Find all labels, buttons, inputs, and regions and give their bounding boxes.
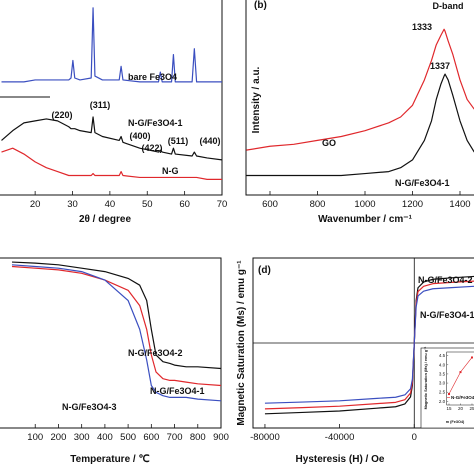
x-tick-label: 70 bbox=[217, 199, 228, 210]
y-axis-label: Magnetic Saturation (Ms) / emu g⁻¹ bbox=[236, 260, 247, 426]
series-line bbox=[1, 116, 222, 161]
plot-area bbox=[11, 261, 221, 402]
x-tick-label: 50 bbox=[142, 199, 153, 210]
x-tick-label: 1400 bbox=[449, 199, 470, 210]
panel-label: (d) bbox=[258, 265, 271, 276]
inset-box bbox=[420, 347, 474, 429]
x-tick-label: 0 bbox=[412, 432, 417, 443]
y-tick-label: 2.0 bbox=[439, 399, 446, 404]
plot-area bbox=[1, 7, 222, 180]
axes-frame bbox=[446, 351, 474, 406]
series-label: N-G/Fe3O4-1 bbox=[395, 178, 450, 188]
y-axis-label: Magnetic Saturation (Ms) / emu g⁻¹ bbox=[424, 346, 428, 409]
series-line bbox=[11, 261, 221, 370]
annotation: (311) bbox=[90, 100, 111, 110]
x-tick-label: 700 bbox=[167, 432, 183, 443]
series-label: N-G/Fe3O4-1 bbox=[128, 118, 183, 128]
x-axis-label: Temperature / ℃ bbox=[70, 454, 149, 465]
inset: 15 20 25 2.0 2.5 3.0 3.5 4.0 4.5 N-G/Fe3O4 m (Fe3O… bbox=[420, 346, 474, 429]
x-tick-label: -80000 bbox=[250, 432, 280, 443]
panel-label: (b) bbox=[254, 0, 267, 11]
annotation: D-band bbox=[433, 1, 464, 11]
x-axis-label: 2θ / degree bbox=[79, 214, 132, 225]
series-line bbox=[11, 264, 221, 402]
x-axis-label: Wavenumber / cm⁻¹ bbox=[318, 214, 412, 225]
y-tick-label: 3.0 bbox=[439, 381, 446, 386]
marker bbox=[470, 356, 473, 359]
x-tick-label: 40 bbox=[105, 199, 116, 210]
x-tick-label: 20 bbox=[30, 199, 41, 210]
series-label: bare Fe3O4 bbox=[128, 72, 177, 82]
x-axis-label: Hysteresis (H) / Oe bbox=[296, 454, 385, 465]
annotation: (400) bbox=[129, 131, 150, 141]
x-axis-label: m (Fe3O4) bbox=[446, 420, 465, 424]
marker bbox=[447, 393, 450, 396]
y-tick-label: 4.5 bbox=[439, 353, 446, 358]
marker bbox=[459, 371, 462, 374]
x-tick-label: 600 bbox=[143, 432, 159, 443]
x-tick-label: 400 bbox=[97, 432, 113, 443]
x-tick-label: 20 bbox=[458, 406, 464, 411]
x-tick-label: 200 bbox=[51, 432, 67, 443]
series-label: N-G/Fe3O4-2 bbox=[128, 348, 183, 358]
panel: 100 200 300 400 500 600 700 800 900 N-G/Fe3O4-2 N-… bbox=[0, 257, 229, 465]
x-tick-label: 600 bbox=[262, 199, 278, 210]
series-label: N-G bbox=[162, 166, 179, 176]
annotation: 1333 bbox=[412, 22, 432, 32]
x-tick-label: 100 bbox=[27, 432, 43, 443]
series-line bbox=[1, 147, 222, 180]
x-tick-label: 60 bbox=[179, 199, 190, 210]
series-label: N-G/Fe3O4-3 bbox=[62, 402, 117, 412]
annotation: (220) bbox=[51, 110, 72, 120]
series-label: GO bbox=[322, 138, 336, 148]
x-tick-label: 1000 bbox=[354, 199, 375, 210]
y-tick-label: 4.0 bbox=[439, 362, 446, 367]
series-label: N-G/Fe3O4-1 bbox=[420, 310, 474, 320]
x-tick-label: 800 bbox=[310, 199, 326, 210]
x-tick-label: 500 bbox=[120, 432, 136, 443]
y-axis-label: Intensity / a.u. bbox=[251, 66, 262, 133]
series-label: N-G/Fe3O4-1 bbox=[150, 386, 205, 396]
annotation: 1337 bbox=[430, 61, 450, 71]
series-line bbox=[1, 7, 222, 83]
x-tick-label: 900 bbox=[213, 432, 229, 443]
x-tick-label: 25 bbox=[469, 406, 474, 411]
annotation: (422) bbox=[141, 143, 162, 153]
annotation: (440) bbox=[199, 136, 220, 146]
x-tick-label: 15 bbox=[446, 406, 452, 411]
series-line bbox=[246, 73, 474, 177]
x-tick-label: 300 bbox=[74, 432, 90, 443]
x-tick-label: 800 bbox=[190, 432, 206, 443]
x-tick-label: 30 bbox=[67, 199, 78, 210]
panel: 20 30 40 50 60 70 bare Fe3O4 N-G/Fe3O4-1 N-G (220… bbox=[0, 0, 227, 225]
x-tick-label: 1200 bbox=[402, 199, 423, 210]
series-line bbox=[264, 280, 474, 410]
series-line bbox=[11, 265, 221, 387]
panel: 600 800 1000 1200 1400 GO N-G/Fe3O4-1 1333 1337 D… bbox=[245, 0, 474, 225]
series-line bbox=[264, 285, 474, 404]
plot-area bbox=[246, 28, 474, 177]
x-tick-label: -40000 bbox=[325, 432, 355, 443]
annotation: (511) bbox=[168, 136, 189, 146]
axes-frame bbox=[0, 257, 222, 429]
series-line bbox=[246, 28, 474, 151]
axes-frame bbox=[245, 0, 474, 196]
plot-area bbox=[264, 275, 474, 415]
series-label: N-G/Fe3O4 bbox=[451, 395, 474, 400]
series-label: N-G/Fe3O4-2 bbox=[418, 275, 473, 285]
y-tick-label: 3.5 bbox=[439, 371, 446, 376]
plot-area bbox=[447, 356, 473, 396]
panel: -80000 -40000 0 N-G/Fe3O4-2 N-G/Fe3O4-1 Hyste… bbox=[236, 257, 474, 465]
y-tick-label: 2.5 bbox=[439, 390, 446, 395]
